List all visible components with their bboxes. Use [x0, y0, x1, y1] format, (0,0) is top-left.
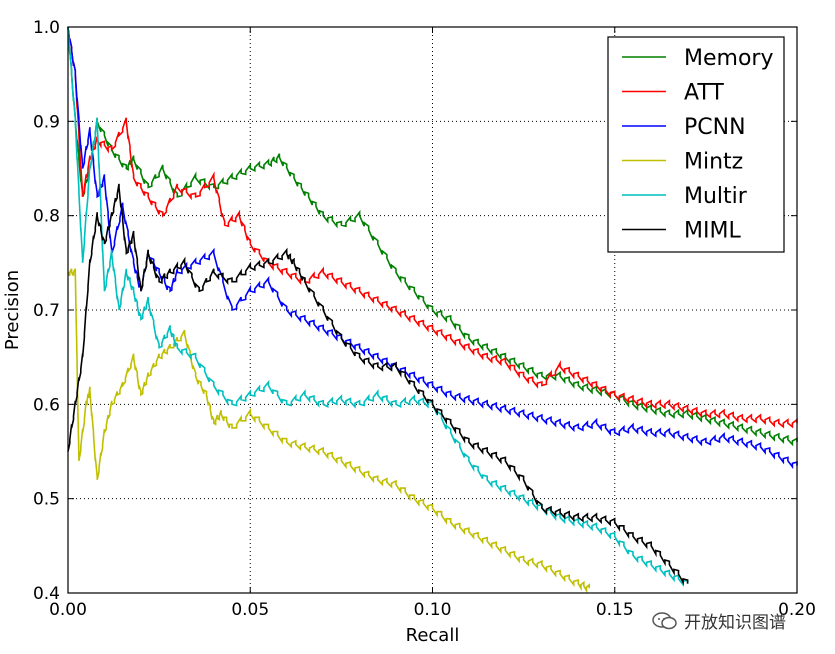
- legend-label: ATT: [684, 81, 724, 106]
- legend-box: [607, 36, 785, 253]
- legend-label: Memory: [684, 46, 773, 71]
- x-tick-label: 0.15: [596, 600, 634, 620]
- y-tick-label: 1.0: [33, 18, 60, 38]
- y-tick-label: 0.5: [33, 490, 60, 510]
- watermark-text: 开放知识图谱: [684, 613, 786, 633]
- y-tick-label: 0.6: [33, 395, 60, 415]
- y-tick-label: 0.8: [33, 207, 60, 227]
- legend: Memory ATT PCNN Mintz Multir MIML: [607, 36, 785, 253]
- x-tick-label: 0.05: [231, 600, 269, 620]
- legend-label: PCNN: [684, 115, 746, 140]
- x-axis-title: Recall: [406, 625, 460, 646]
- legend-label: Mintz: [684, 150, 743, 175]
- y-axis-title: Precision: [2, 270, 23, 350]
- x-axis-ticks: 0.00 0.05 0.10 0.15 0.20: [49, 27, 816, 620]
- y-tick-label: 0.9: [33, 112, 60, 132]
- y-tick-label: 0.4: [33, 584, 60, 604]
- x-tick-label: 0.20: [778, 600, 816, 620]
- legend-label: MIML: [684, 219, 741, 244]
- legend-label: Multir: [684, 184, 748, 209]
- x-tick-label: 0.10: [414, 600, 452, 620]
- series-line-miml: [67, 183, 689, 586]
- series-line-pcnn: [67, 26, 798, 470]
- series-line-memory: [67, 26, 798, 447]
- y-axis-ticks: 0.4 0.5 0.6 0.7 0.8 0.9 1.0: [33, 18, 797, 604]
- wechat-icon: [652, 611, 677, 629]
- series-line-multir: [67, 26, 689, 587]
- series-line-att: [67, 26, 798, 429]
- x-tick-label: 0.00: [49, 600, 87, 620]
- watermark: 开放知识图谱: [652, 608, 786, 633]
- series-lines: [67, 26, 798, 594]
- y-tick-label: 0.7: [33, 301, 60, 321]
- series-line-mintz: [67, 268, 590, 594]
